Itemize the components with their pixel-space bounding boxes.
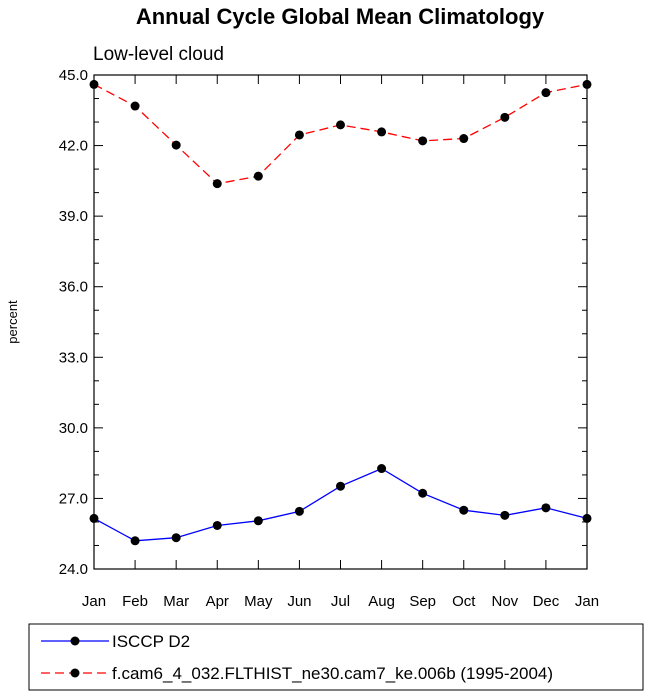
legend-marker-isccp [70,636,80,646]
y-tick-label: 42.0 [59,138,88,155]
x-tick-label: Aug [368,593,395,610]
x-tick-label: Jan [82,593,106,610]
y-tick-label: 45.0 [59,67,88,84]
chart-subtitle: Low-level cloud [93,44,224,65]
y-tick-label: 36.0 [59,279,88,296]
y-tick-labels: 24.0 27.0 30.0 33.0 36.0 39.0 42.0 45.0 [59,67,88,578]
series-0-point [130,536,140,546]
legend-marker-model [70,668,80,678]
series-0-point [377,464,387,474]
series-1-point [171,140,181,150]
series-0-point [294,506,304,516]
series-1-point [500,112,510,122]
y-tick-label: 39.0 [59,208,88,225]
x-tick-label: Feb [122,593,148,610]
x-tick-label: Jul [331,593,350,610]
series-0-point [459,505,469,515]
plot-series [89,79,592,546]
series-1-point [377,127,387,137]
x-tick-label: Apr [206,593,229,610]
x-tick-label: May [244,593,273,610]
y-tick-label: 33.0 [59,349,88,366]
series-1-point [212,179,222,189]
x-tick-label: Mar [163,593,189,610]
x-tick-label: Dec [533,593,560,610]
series-1-point [459,134,469,144]
x-tick-label: Nov [491,593,518,610]
legend-label-model: f.cam6_4_032.FLTHIST_ne30.cam7_ke.006b (… [112,664,553,683]
axis-ticks [93,74,588,570]
series-0-point [418,488,428,498]
series-1-point [294,130,304,140]
x-tick-label: Jan [575,593,599,610]
series-line-1 [93,83,588,185]
y-axis-label: percent [5,300,20,344]
series-1-point [541,88,551,98]
series-0-point [336,481,345,491]
legend-label-isccp: ISCCP D2 [112,632,190,651]
series-0-point [541,503,551,513]
y-tick-label: 27.0 [59,490,88,507]
plot-frame [93,74,588,570]
series-1-point [418,136,428,146]
legend: ISCCP D2 f.cam6_4_032.FLTHIST_ne30.cam7_… [28,623,644,691]
x-tick-label: Oct [452,593,476,610]
series-0-point [212,520,222,530]
y-tick-label: 30.0 [59,420,88,437]
series-0-point [500,510,510,520]
series-0-point [171,533,181,543]
series-line-0 [93,467,588,542]
chart-title: Annual Cycle Global Mean Climatology [136,4,545,29]
series-1-point [253,171,263,181]
x-tick-label: Sep [409,593,436,610]
series-1-point [130,101,140,111]
y-tick-label: 24.0 [59,561,88,578]
legend-box [28,623,644,691]
x-tick-labels: Jan Feb Mar Apr May Jun Jul Aug Sep Oct … [82,593,599,610]
series-0-point [253,516,263,526]
series-1-point [336,120,345,130]
x-tick-label: Jun [287,593,311,610]
